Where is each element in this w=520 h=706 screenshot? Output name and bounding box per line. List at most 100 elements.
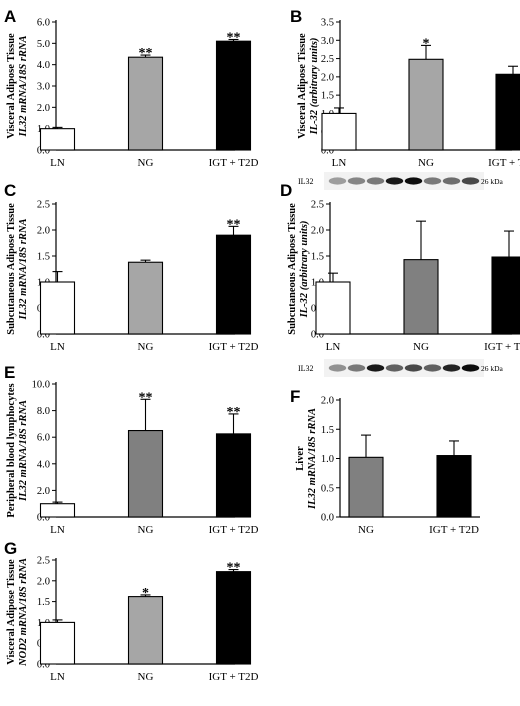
y-axis-label: Subcutaneous Adipose TissueIL-32 (arbitr… (287, 203, 310, 335)
category-label: IGT + T2D (429, 524, 479, 536)
y-tick-label: 0.0 (37, 513, 50, 524)
category-label: LN (332, 157, 347, 169)
y-tick-label: 5.0 (37, 39, 50, 50)
blot-band (423, 177, 442, 185)
significance-marker: ** (139, 390, 153, 405)
y-tick-label: 2.0 (37, 103, 50, 114)
bar (127, 56, 164, 151)
y-tick-label: 0.0 (321, 513, 334, 524)
panel-letter: E (4, 363, 15, 382)
blot-background (324, 172, 484, 190)
y-tick-label: 6.0 (37, 433, 50, 444)
y-tick-label: 0.0 (37, 330, 50, 341)
blot-band (442, 177, 461, 185)
y-tick-label: 3.5 (321, 18, 334, 29)
blot-band (423, 364, 442, 372)
category-label: NG (413, 341, 429, 353)
bar (127, 596, 164, 665)
bar (436, 455, 472, 518)
category-label: IGT + T2D (209, 671, 259, 683)
bar (39, 621, 76, 665)
category-label: LN (50, 341, 65, 353)
y-axis-label-line1: Visceral Adipose Tissue (6, 559, 17, 665)
y-axis-label-line1: Subcutaneous Adipose Tissue (287, 203, 298, 335)
category-label: NG (138, 341, 154, 353)
y-tick-label: 0.0 (311, 330, 324, 341)
y-tick-label: 2.0 (321, 396, 334, 407)
blot-band (366, 177, 385, 185)
y-tick-label: 2.0 (37, 486, 50, 497)
panel-letter: B (290, 7, 302, 26)
bar (348, 456, 384, 518)
y-tick-label: 0.0 (321, 146, 334, 157)
y-tick-label: 10.0 (32, 380, 50, 391)
y-tick-label: 8.0 (37, 406, 50, 417)
blot-band (328, 364, 347, 372)
category-label: LN (326, 341, 341, 353)
category-label: IGT + T2D (484, 341, 520, 353)
y-axis-label-line2: IL32 mRNA/18S rRNA (18, 400, 29, 502)
category-label: LN (50, 524, 65, 536)
y-axis-label-line2: IL-32 (arbitrary units) (309, 38, 320, 136)
category-label: LN (50, 671, 65, 683)
blot-band (328, 177, 347, 185)
y-tick-label: 4.0 (37, 459, 50, 470)
y-tick-label: 1.0 (321, 454, 334, 465)
category-label: NG (138, 524, 154, 536)
category-label: IGT + T2D (209, 524, 259, 536)
y-tick-label: 2.0 (37, 226, 50, 237)
bar (215, 40, 252, 151)
y-tick-label: 1.5 (321, 425, 334, 436)
bar (315, 281, 351, 335)
y-axis-label: Visceral Adipose TissueIL32 mRNA/18S rRN… (6, 33, 29, 139)
bar (495, 73, 520, 151)
category-label: NG (138, 157, 154, 169)
panel-letter: G (4, 539, 17, 558)
y-axis-label: Visceral Adipose TissueIL-32 (arbitrary … (297, 33, 320, 139)
significance-marker: * (142, 586, 149, 601)
blot-band (385, 177, 404, 185)
blot-band (461, 364, 480, 372)
y-tick-label: 2.0 (321, 72, 334, 83)
y-tick-label: 2.5 (37, 200, 50, 211)
category-label: IGT + T2D (209, 341, 259, 353)
blot-band (366, 364, 385, 372)
blot-band (404, 177, 423, 185)
blot-label: IL32 (298, 177, 314, 186)
y-tick-label: 6.0 (37, 18, 50, 29)
bar (215, 234, 252, 335)
y-axis-label: Peripheral blood lymphocytesIL32 mRNA/18… (6, 383, 29, 517)
y-tick-label: 1.5 (321, 91, 334, 102)
panel-letter: A (4, 7, 16, 26)
y-axis-label-line2: IL32 mRNA/18S rRNA (18, 219, 29, 321)
category-label: NG (358, 524, 374, 536)
category-label: NG (138, 671, 154, 683)
category-label: NG (418, 157, 434, 169)
category-label: IGT + T2D (209, 157, 259, 169)
blot-band (347, 177, 366, 185)
y-tick-label: 2.0 (311, 226, 324, 237)
y-axis-label-line1: Subcutaneous Adipose Tissue (6, 203, 17, 335)
y-axis-label-line2: IL32 mRNA/18S rRNA (18, 36, 29, 138)
bar (127, 429, 164, 518)
y-axis-label-line1: Liver (295, 446, 306, 471)
significance-marker: * (423, 36, 430, 51)
bar (321, 112, 357, 151)
y-axis-label: Subcutaneous Adipose TissueIL32 mRNA/18S… (6, 203, 29, 335)
category-label: IGT + T2D (488, 157, 520, 169)
blot-marker: 26 kDa (481, 364, 504, 373)
significance-marker: ** (227, 561, 241, 576)
y-tick-label: 1.5 (37, 252, 50, 263)
bar (39, 128, 76, 151)
significance-marker: ** (227, 405, 241, 420)
y-axis-label-line2: IL-32 (arbitrary units) (299, 221, 310, 319)
significance-marker: ** (139, 46, 153, 61)
category-label: LN (50, 157, 65, 169)
blot-background (324, 359, 484, 377)
y-axis-label-line2: NOD2 mRNA/18S rRNA (18, 558, 29, 667)
